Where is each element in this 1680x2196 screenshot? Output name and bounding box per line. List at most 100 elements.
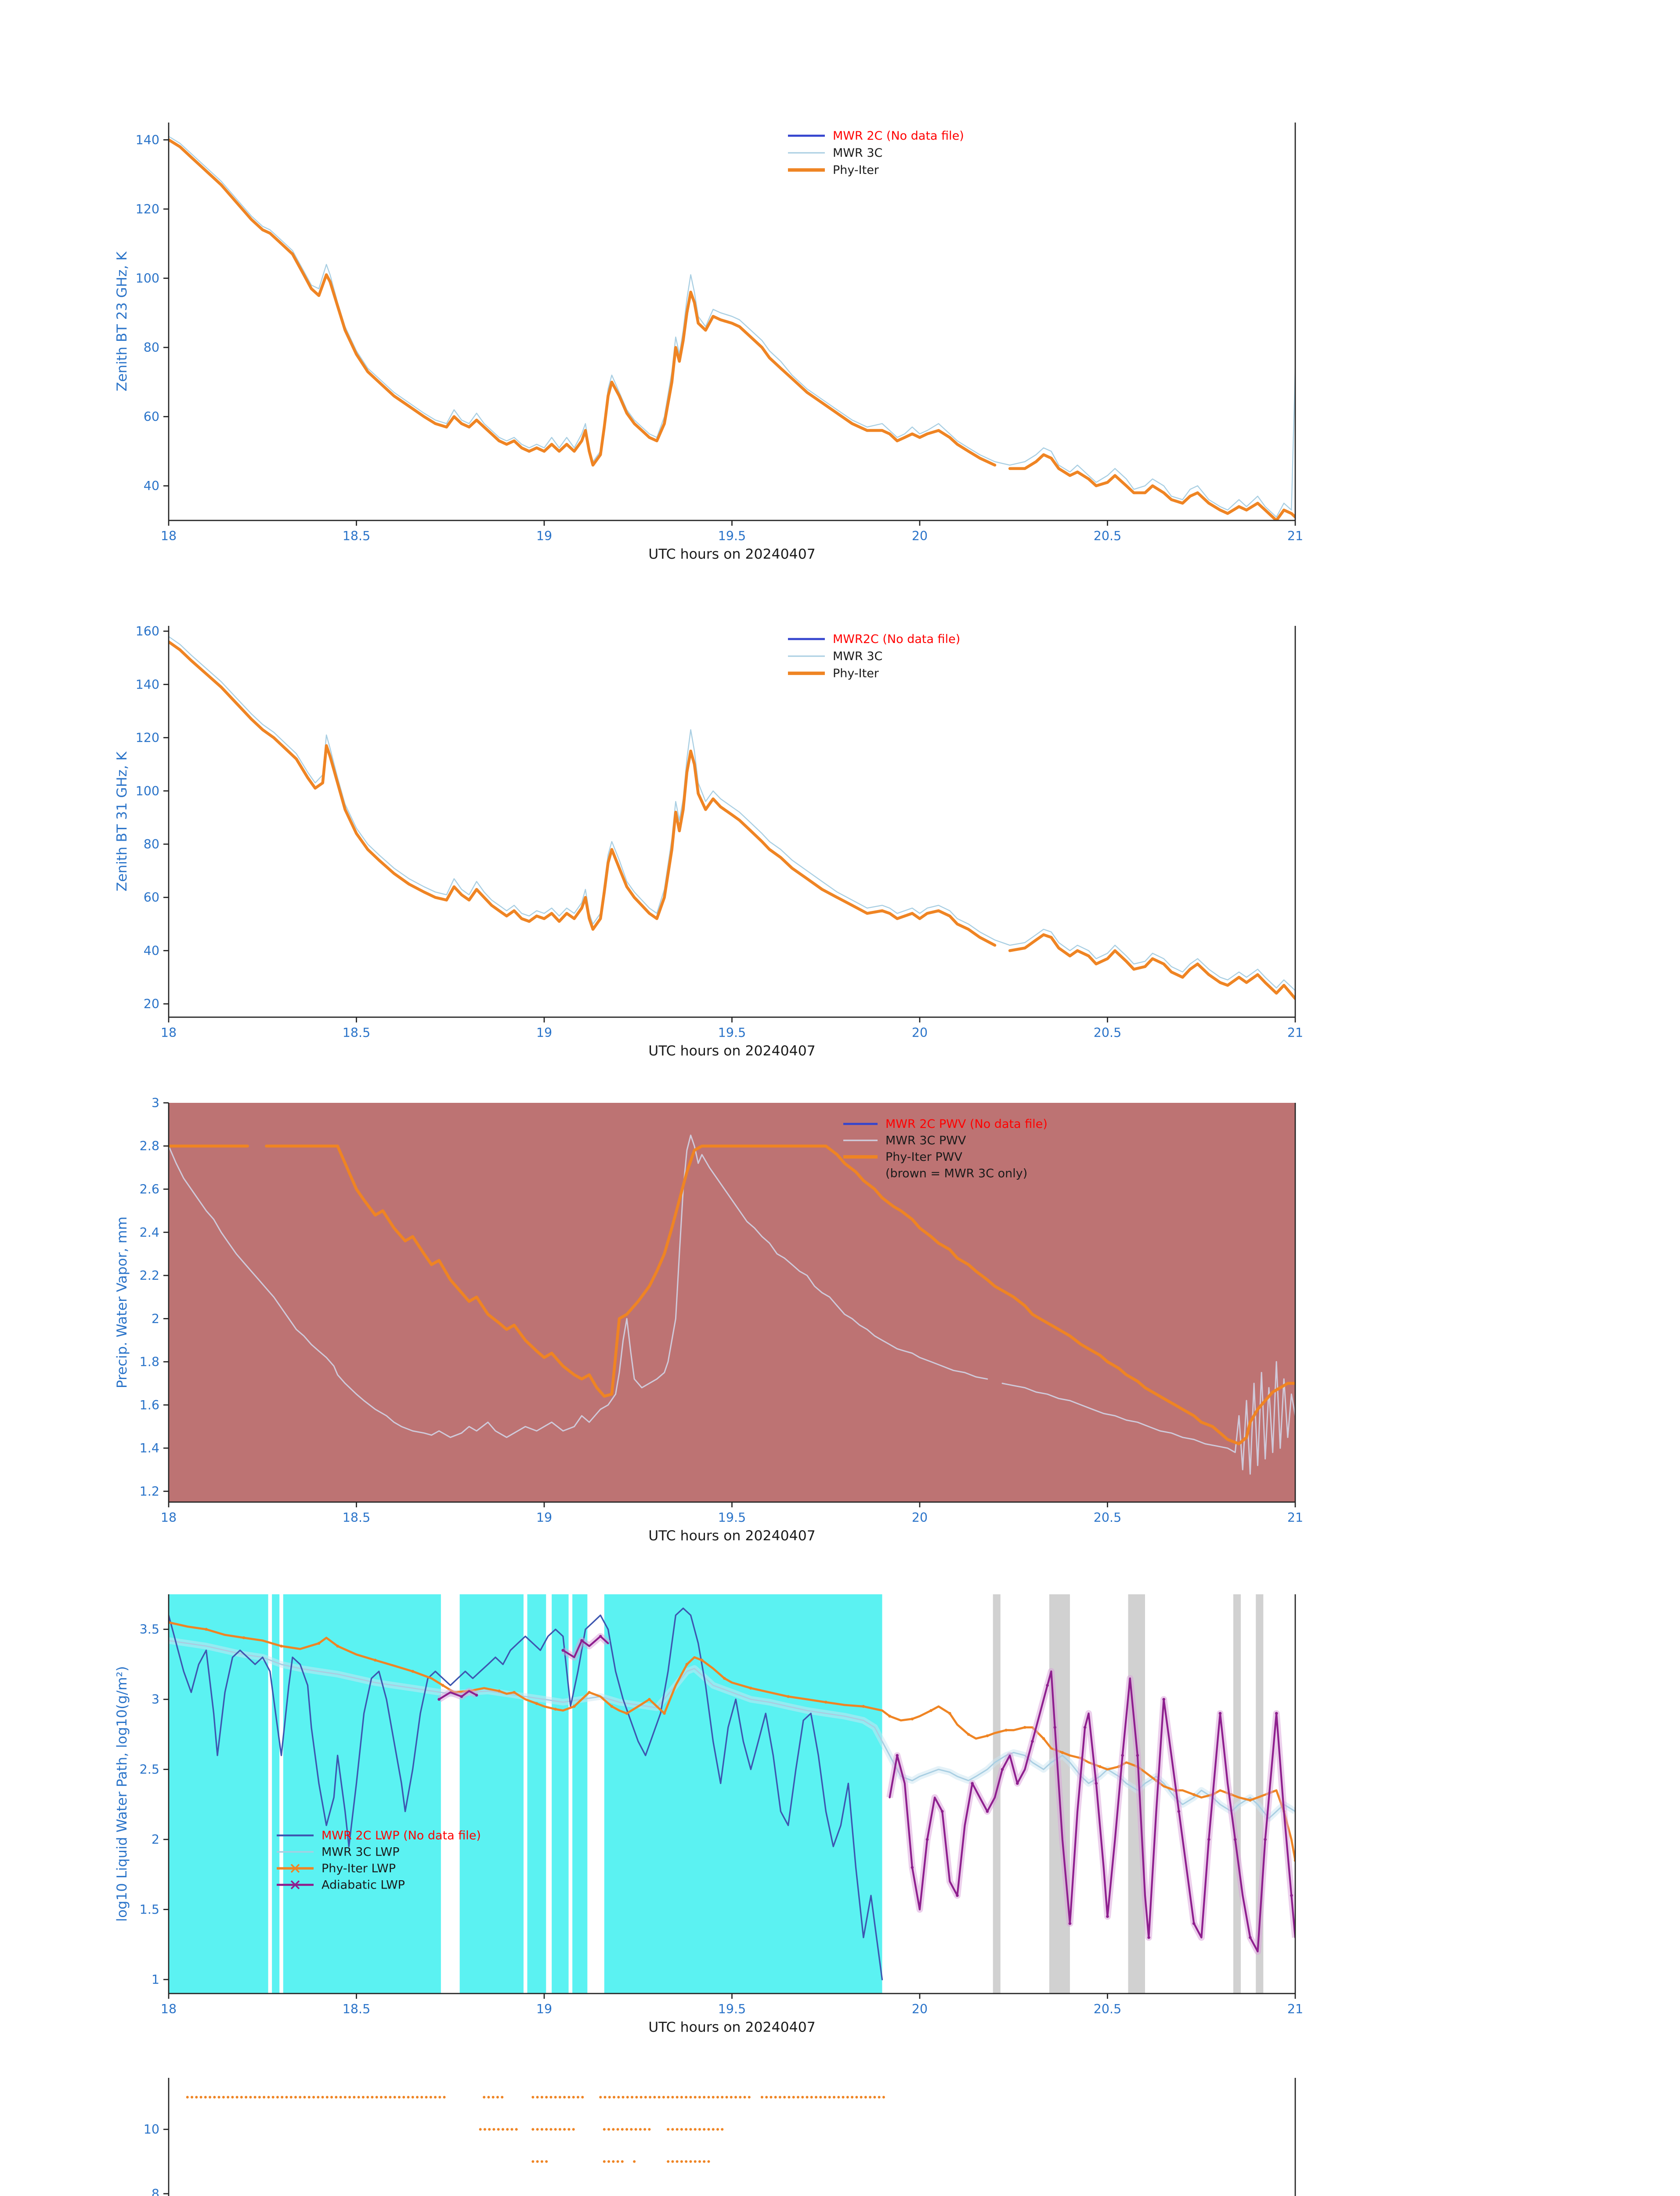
cloud-flag-cyan-band: [272, 1594, 280, 1994]
x-tick-label: 20.5: [1094, 529, 1121, 543]
legend-label: Phy-Iter LWP: [322, 1862, 396, 1875]
dq-flag-dot: [563, 2095, 566, 2098]
dq-flag-dot: [572, 2095, 575, 2098]
series-marker: [437, 1698, 441, 1701]
series-marker: [1147, 1936, 1150, 1939]
dq-flag-dot: [204, 2095, 207, 2098]
series-Phy-Iter: [169, 640, 1295, 1000]
series-marker: [700, 1658, 704, 1662]
series-marker: [1177, 1810, 1181, 1813]
dq-flag-dot: [209, 2095, 212, 2098]
dq-flag-dot: [483, 2128, 486, 2131]
dq-flag-dot: [653, 2095, 656, 2098]
dq-flag-dot: [366, 2095, 369, 2098]
series-marker: [535, 1702, 538, 1705]
legend-label: MWR 3C: [833, 146, 882, 160]
dq-flag-dot: [806, 2095, 809, 2098]
dq-flag-dot: [770, 2095, 773, 2098]
series-marker: [336, 1644, 340, 1648]
dq-flag-dot: [263, 2095, 266, 2098]
dq-flag-dot: [531, 2160, 535, 2163]
series-marker: [625, 1712, 629, 1715]
legend-label: Phy-Iter: [833, 163, 879, 177]
cloud-flag-cyan-band: [283, 1594, 441, 1994]
dq-flag-dot: [299, 2095, 302, 2098]
x-tick-label: 18.5: [343, 2002, 370, 2016]
series-marker: [1061, 1751, 1064, 1754]
series-Phy-Iter PWV: [169, 1145, 1295, 1445]
dq-flag-dot: [317, 2095, 320, 2098]
dq-flag-dot: [330, 2095, 333, 2098]
series-marker: [1095, 1782, 1098, 1785]
x-tick-label: 21: [1287, 1026, 1303, 1040]
series-marker: [1004, 1729, 1008, 1732]
dq-flag-dot: [545, 2160, 548, 2163]
dq-flag-dot: [213, 2095, 216, 2098]
y-tick-label: 60: [144, 410, 159, 424]
dq-flag-dot: [249, 2095, 252, 2098]
dq-flag-dot: [379, 2095, 383, 2098]
series-marker: [910, 1866, 914, 1869]
x-tick-label: 19: [536, 1026, 552, 1040]
dq-flag-dot: [567, 2095, 571, 2098]
dq-flag-dot: [667, 2160, 670, 2163]
legend-label: Adiabatic LWP: [322, 1878, 405, 1892]
x-tick-label: 18: [161, 1026, 177, 1040]
x-tick-label: 19: [536, 1510, 552, 1525]
series-Phy-Iter: [169, 138, 1295, 520]
series-marker: [205, 1628, 208, 1631]
x-tick-label: 19.5: [718, 1510, 746, 1525]
legend: MWR 2C (No data file) MWR 3C Phy-Iter: [788, 129, 964, 177]
y-tick-label: 140: [136, 677, 159, 692]
series-marker: [1068, 1922, 1072, 1925]
dq-flag-dot: [828, 2095, 831, 2098]
dq-flag-dot: [788, 2095, 791, 2098]
legend-label: MWR 3C LWP: [322, 1846, 400, 1859]
y-tick-label: 3.5: [140, 1622, 159, 1637]
legend-label: MWR 2C LWP (No data file): [322, 1829, 481, 1842]
dq-flag-dot: [721, 2095, 724, 2098]
y-tick-label: 2.8: [140, 1139, 159, 1153]
y-tick-label: 2.4: [140, 1225, 159, 1240]
dq-flag-dot: [703, 2128, 706, 2131]
dq-flag-dot: [416, 2095, 419, 2098]
dq-flag-dot: [685, 2128, 688, 2131]
dq-flag-dot: [393, 2095, 396, 2098]
dq-flag-dot: [607, 2128, 611, 2131]
dq-flag-dot: [765, 2095, 768, 2098]
series-marker: [910, 1717, 914, 1721]
y-tick-label: 2.6: [140, 1182, 159, 1197]
series-marker: [373, 1658, 377, 1662]
dq-flag-dot: [479, 2128, 482, 2131]
y-tick-label: 1: [152, 1972, 159, 1987]
dq-flag-dot: [612, 2128, 615, 2131]
dq-flag-dot: [222, 2095, 225, 2098]
dq-flag-dot: [191, 2095, 194, 2098]
dq-flag-dot: [549, 2095, 553, 2098]
dq-flag-dot: [603, 2160, 606, 2163]
dq-flag-dot: [680, 2128, 683, 2131]
dq-flag-dot: [434, 2095, 437, 2098]
y-axis-label: Precip. Water Vapor, mm: [114, 1217, 130, 1388]
series-marker: [956, 1894, 959, 1897]
dq-flag-dot: [855, 2095, 858, 2098]
cloud-flag-cyan-band: [604, 1594, 882, 1994]
series-marker: [941, 1810, 944, 1813]
dq-flag-dot: [536, 2128, 539, 2131]
dq-flag-dot: [621, 2160, 624, 2163]
dq-flag-dot: [617, 2095, 620, 2098]
dq-flag-dot: [567, 2128, 571, 2131]
series-MWR 2C LWP: [169, 1607, 883, 1980]
dq-flag-dot: [492, 2128, 495, 2131]
dq-flag-dot: [626, 2095, 629, 2098]
y-axis-label: log10 Liquid Water Path, log10(g/m²): [114, 1666, 130, 1922]
dq-flag-dot: [258, 2095, 261, 2098]
dq-flag-dot: [694, 2160, 697, 2163]
series-marker: [925, 1838, 929, 1841]
x-tick-label: 19: [536, 529, 552, 543]
dq-flag-dot: [631, 2095, 634, 2098]
series-marker: [599, 1635, 602, 1638]
